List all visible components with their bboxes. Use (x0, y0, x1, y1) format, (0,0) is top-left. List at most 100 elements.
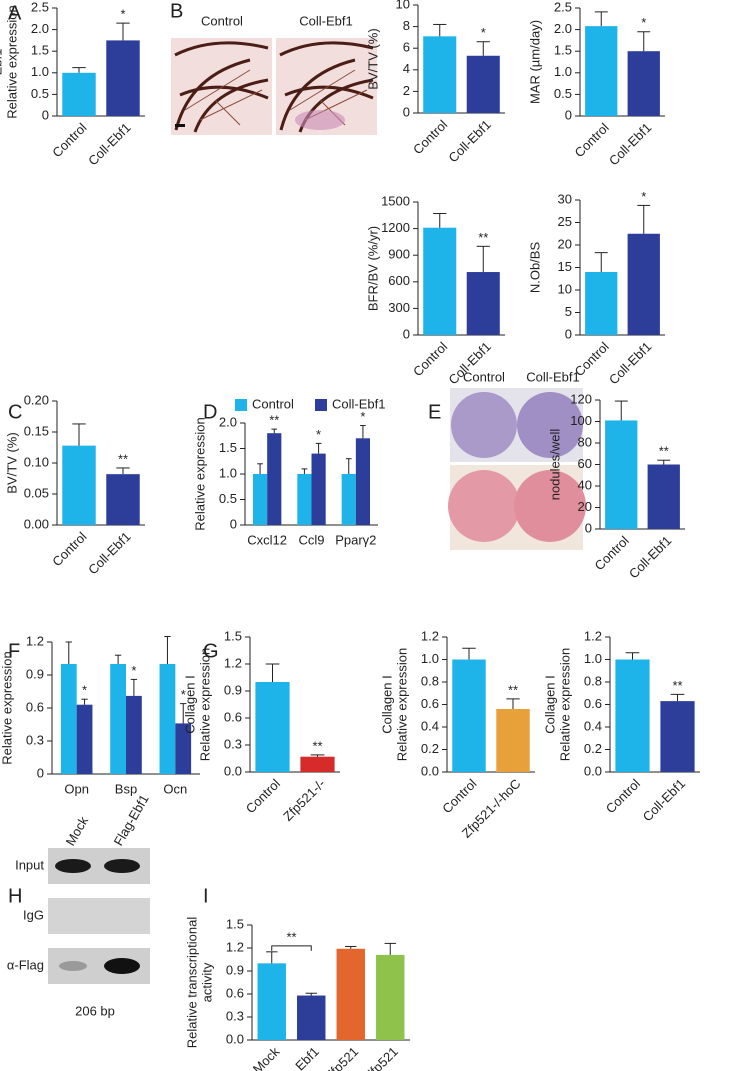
significance: * (481, 25, 486, 40)
y-tick-label: 0.3 (26, 732, 44, 747)
legend-label: Coll-Ebf1 (332, 396, 385, 411)
y-tick-label: 40 (578, 477, 592, 492)
bar (615, 659, 650, 772)
panel-letter: H (8, 885, 22, 907)
y-tick-label: 0 (403, 326, 410, 341)
y-tick-label: 4 (403, 61, 410, 76)
bar (466, 272, 500, 335)
y-tick-label: 0 (403, 104, 410, 119)
y-axis-label: Relative expression (197, 648, 212, 761)
y-tick-label: 0.3 (226, 1008, 244, 1023)
bar (106, 40, 140, 116)
y-tick-label: 5 (565, 304, 572, 319)
x-tick-label: Control (572, 120, 612, 160)
y-tick-label: 80 (578, 434, 592, 449)
x-tick-label: Coll-Ebf1 (606, 339, 654, 387)
y-tick-label: 0.2 (584, 741, 602, 756)
y-tick-label: 0 (230, 516, 237, 531)
y-axis-label: nodules/well (547, 429, 562, 501)
y-tick-label: 0.00 (24, 516, 49, 531)
panel-letter: D (203, 401, 217, 423)
bar (267, 433, 282, 525)
y-tick-label: 2.5 (31, 0, 49, 14)
panel-letter: F (8, 640, 20, 662)
panel-letter: G (203, 640, 219, 662)
bar (660, 701, 695, 772)
y-axis-label: BV/TV (%) (4, 432, 19, 493)
y-tick-label: 30 (558, 191, 572, 206)
y-tick-label: 1.5 (226, 916, 244, 931)
significance: * (120, 7, 125, 22)
y-tick-label: 20 (578, 499, 592, 514)
x-tick-label: Ebf1 (292, 1044, 322, 1071)
significance: * (131, 663, 136, 678)
comparison-bracket (271, 945, 312, 951)
bar (627, 51, 660, 117)
y-tick-label: 60 (578, 456, 592, 471)
y-tick-label: 1.5 (224, 628, 242, 643)
x-tick-label: Control (243, 776, 283, 816)
bar (62, 445, 96, 525)
y-tick-label: 1.2 (421, 628, 439, 643)
y-tick-label: 120 (570, 391, 592, 406)
y-tick-label: 0.6 (584, 696, 602, 711)
image-label: Control (463, 369, 505, 384)
y-tick-label: 1.5 (219, 440, 237, 455)
row-label: Input (15, 857, 44, 872)
bar (341, 474, 356, 525)
bar (297, 995, 326, 1040)
y-tick-label: 0.15 (24, 423, 49, 438)
y-tick-label: 2.0 (554, 21, 572, 36)
y-tick-label: 1.2 (26, 633, 44, 648)
y-tick-label: 0 (37, 765, 44, 780)
y-tick-label: 900 (388, 247, 410, 262)
y-tick-label: 1.0 (584, 651, 602, 666)
significance: ** (659, 444, 669, 459)
significance: ** (672, 678, 682, 693)
y-tick-label: 1.0 (31, 64, 49, 79)
image-label: Coll-Ebf1 (526, 369, 579, 384)
significance: * (641, 189, 646, 204)
bar (376, 954, 405, 1040)
x-tick-label: Control (592, 533, 632, 573)
significance: * (641, 15, 646, 30)
bar (647, 464, 680, 529)
y-axis-label: Relative expression (4, 5, 19, 118)
bar (300, 756, 335, 772)
row-label: IgG (23, 907, 44, 922)
y-tick-label: 2 (403, 83, 410, 98)
x-tick-label: Ccl9 (298, 532, 324, 547)
x-tick-label: Control (49, 529, 89, 569)
x-tick-label: Coll-Ebf1 (85, 120, 133, 168)
y-tick-label: 1.0 (554, 64, 572, 79)
x-tick-label: Bsp (115, 781, 137, 796)
y-axis-label: BV/TV (%) (365, 28, 380, 89)
y-tick-label: 0 (42, 107, 49, 122)
panel-letter: A (8, 2, 22, 24)
y-tick-label: 0.6 (26, 699, 44, 714)
y-tick-label: 1.0 (421, 651, 439, 666)
y-tick-label: 0.4 (421, 718, 439, 733)
significance: ** (508, 682, 518, 697)
y-axis-label: Relative expression (557, 648, 572, 761)
histology-image (276, 38, 377, 135)
size-label: 206 bp (75, 1003, 115, 1018)
x-tick-label: Ocn (163, 781, 187, 796)
gel-image (48, 848, 150, 984)
y-axis-label: Relative transcriptional (184, 917, 199, 1049)
bar (355, 438, 371, 525)
x-tick-label: Cxcl12 (247, 532, 287, 547)
panel-letter: B (170, 0, 183, 22)
y-tick-label: 0.6 (226, 985, 244, 1000)
image-label: Coll-Ebf1 (299, 13, 352, 28)
significance: ** (118, 451, 128, 466)
y-tick-label: 20 (558, 236, 572, 251)
y-tick-label: 1.2 (224, 655, 242, 670)
bar (452, 659, 486, 772)
y-tick-label: 600 (388, 273, 410, 288)
y-tick-label: 1500 (381, 193, 410, 208)
x-tick-label: Zfp521-/- (280, 776, 328, 824)
y-tick-label: 0.6 (224, 709, 242, 724)
y-axis-label: Collagen I (182, 675, 197, 734)
